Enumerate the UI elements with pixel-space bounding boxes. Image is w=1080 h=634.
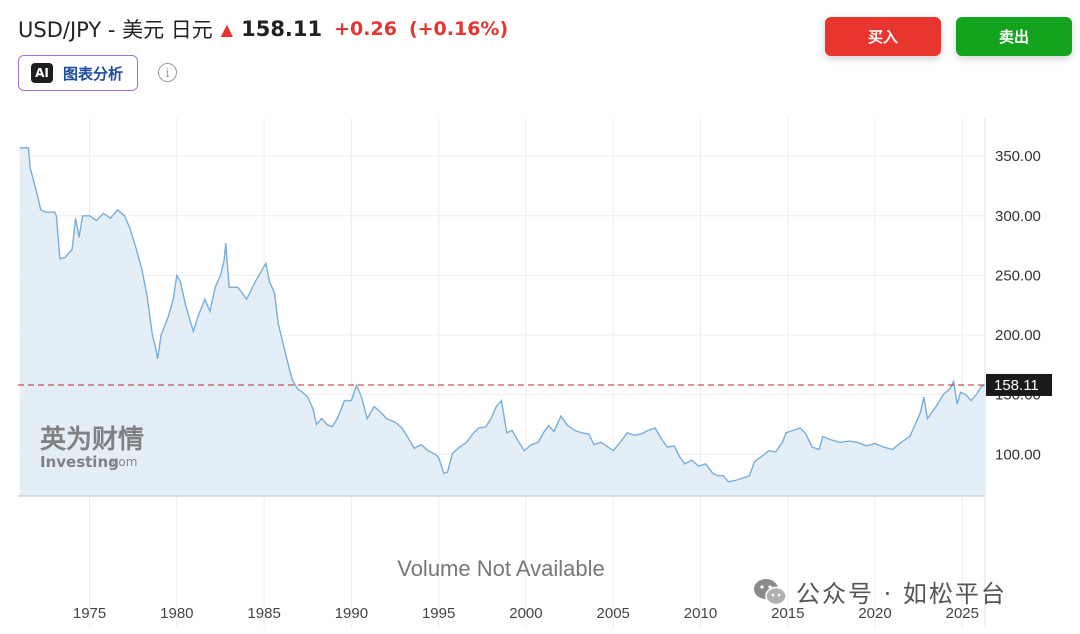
current-price-tag: 158.11 (986, 373, 1052, 396)
ai-chart-analysis-button[interactable]: AI 图表分析 (18, 55, 139, 91)
x-axis: 1975 1980 1985 1990 1995 2000 2005 2010 2015 2020… (73, 605, 979, 622)
wechat-text: 公众号 · 如松平台 (796, 580, 1007, 608)
price-change: +0.26 (334, 18, 397, 40)
x-tick-label: 2020 (858, 605, 891, 622)
y-tick-label: 200.00 (995, 327, 1041, 344)
x-tick-label: 2000 (509, 605, 542, 622)
buy-button[interactable]: 买入 (825, 17, 941, 56)
quote-header: USD/JPY - 美元 日元 ▲ 158.11 +0.26 (+0.16%) (18, 14, 508, 44)
x-tick-label: 1980 (160, 605, 193, 622)
ai-chart-analysis-label: 图表分析 (63, 64, 124, 83)
sell-button[interactable]: 卖出 (956, 17, 1072, 56)
x-tick-label: 2005 (597, 605, 630, 622)
y-tick-label: 350.00 (995, 148, 1041, 165)
watermark-suffix: .com (108, 455, 137, 469)
wechat-watermark: 公众号 · 如松平台 (752, 574, 1007, 609)
x-tick-label: 2010 (684, 605, 717, 622)
ai-icon: AI (31, 63, 53, 83)
info-icon[interactable]: i (158, 63, 177, 82)
chart-grid (18, 118, 986, 628)
investing-watermark: 英为财情 Investing .com (40, 425, 144, 471)
x-tick-label: 2015 (771, 605, 804, 622)
y-tick-label: 250.00 (995, 267, 1041, 284)
arrow-up-icon: ▲ (220, 19, 234, 39)
current-price-tag-label: 158.11 (994, 377, 1039, 394)
x-tick-label: 1975 (73, 605, 106, 622)
x-tick-label: 1985 (247, 605, 280, 622)
current-price: 158.11 (241, 17, 323, 41)
watermark-cn: 英为财情 (40, 425, 144, 455)
x-tick-label: 2025 (946, 605, 979, 622)
current-price-tag-bg (986, 373, 1052, 396)
price-area (19, 147, 985, 497)
watermark-brand: Investing (40, 453, 119, 471)
y-tick-label: 100.00 (995, 446, 1041, 463)
price-line (19, 147, 986, 483)
x-tick-label: 1990 (335, 605, 368, 622)
x-tick-label: 1995 (422, 605, 455, 622)
pair-title: USD/JPY - 美元 日元 (18, 18, 213, 42)
volume-not-available: Volume Not Available (397, 556, 605, 581)
wechat-icon (754, 578, 787, 605)
y-tick-label: 300.00 (995, 208, 1041, 225)
price-change-percent: (+0.16%) (408, 18, 509, 40)
